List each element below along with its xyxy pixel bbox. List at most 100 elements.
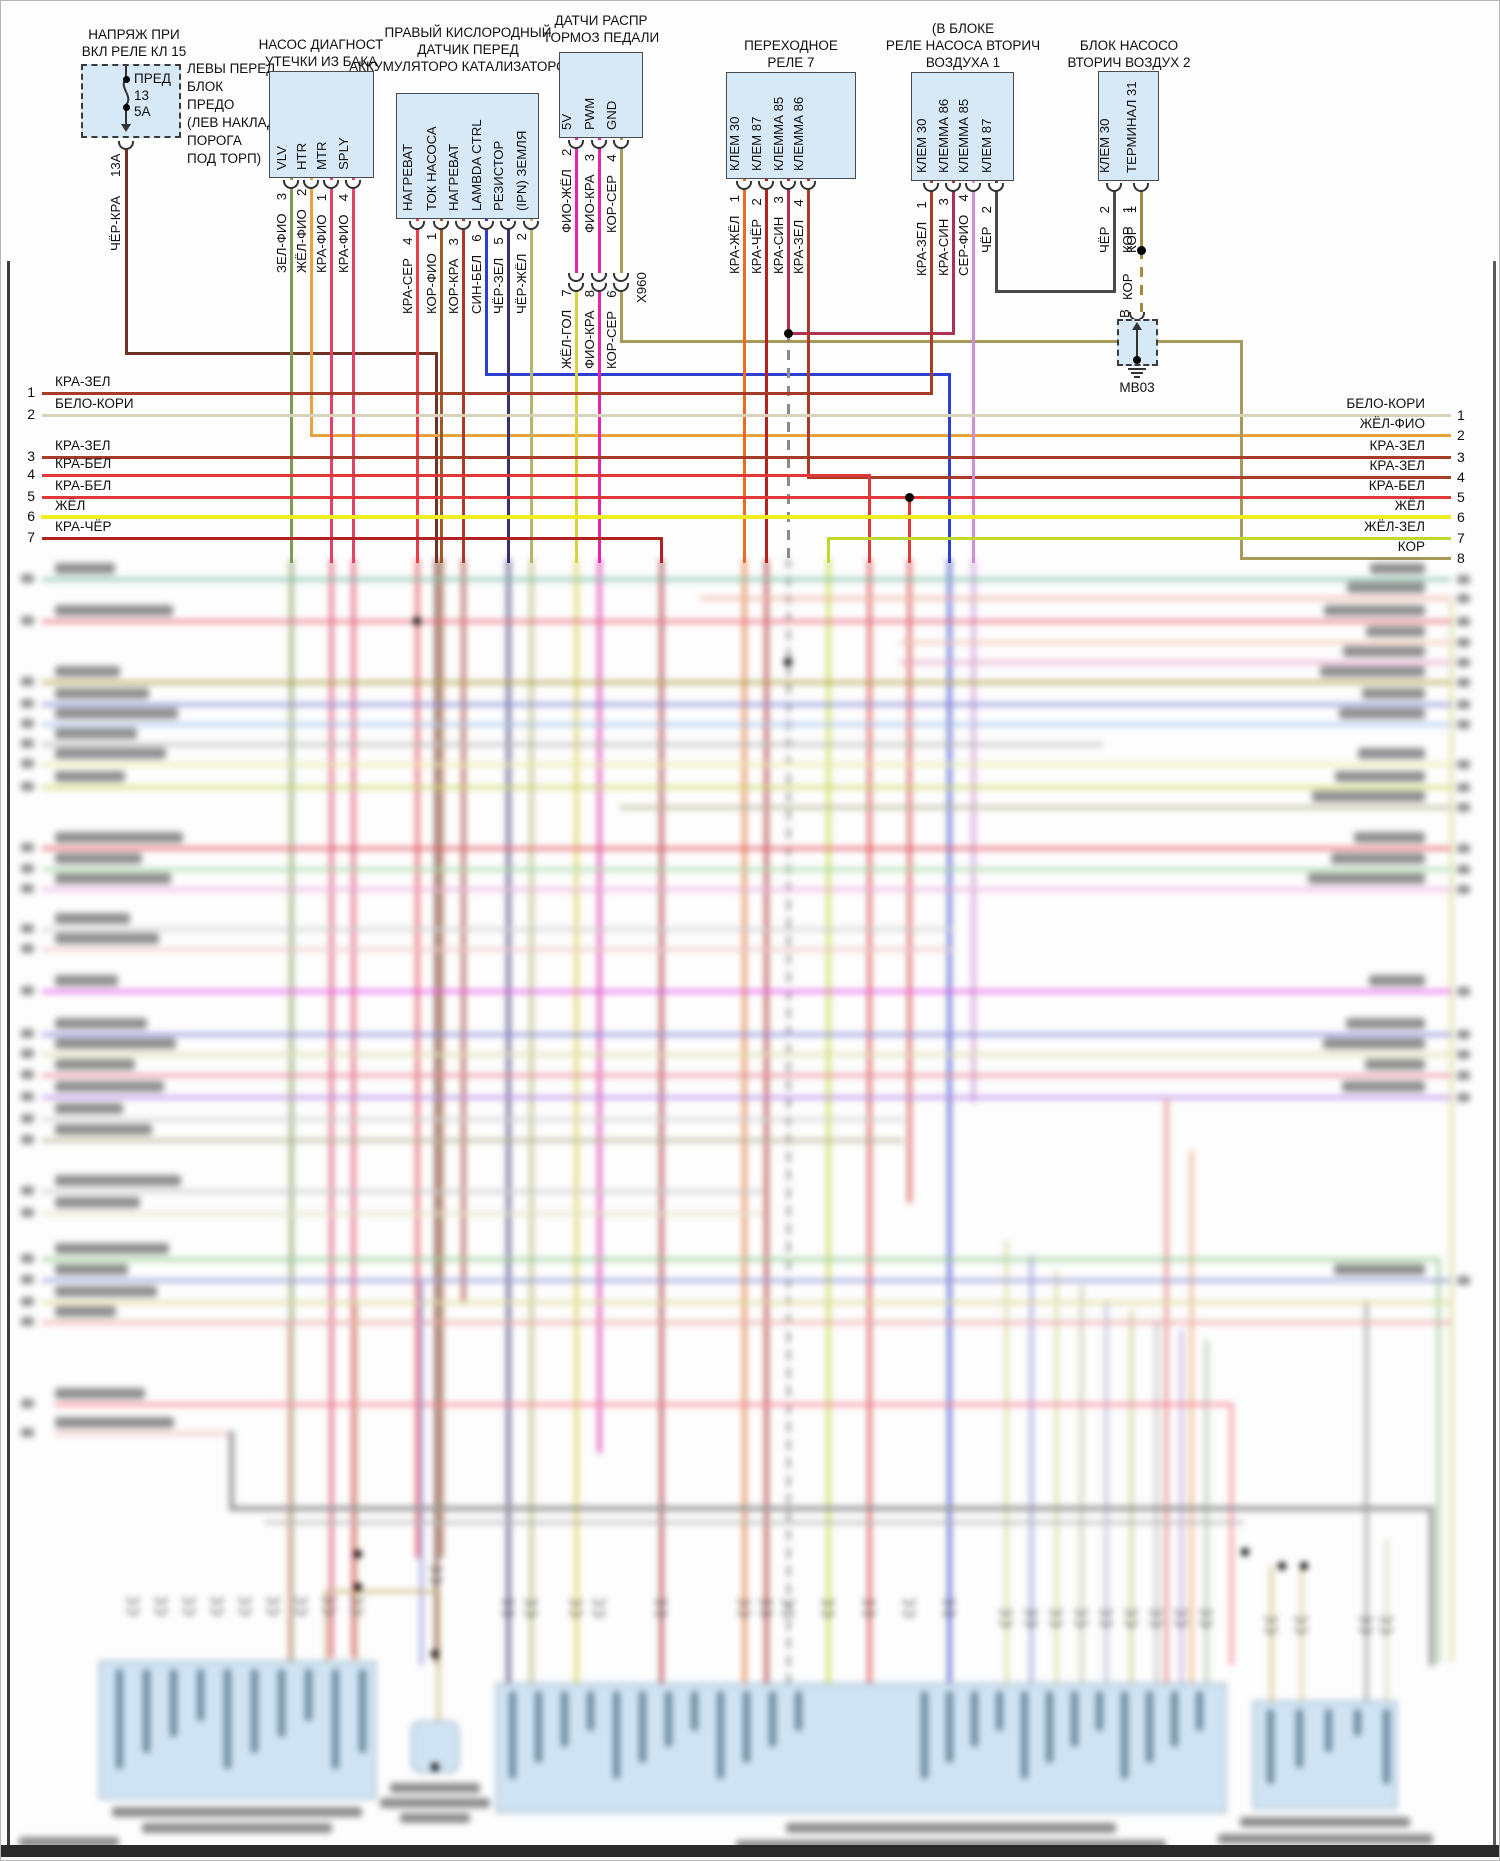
illegible-text-blob: [21, 782, 34, 791]
illegible-text-blob: [1366, 626, 1425, 637]
illegible-text-blob: [112, 1807, 362, 1817]
wire: [786, 331, 790, 563]
connector-pin-icon: [1106, 183, 1122, 192]
illegible-text-blob: [21, 699, 34, 708]
pin-label: НАГРЕВАТ: [400, 143, 415, 211]
wire: [41, 989, 1451, 993]
wire: [826, 559, 830, 1688]
row-label: КОР: [1397, 539, 1425, 554]
illegible-text-blob: [1457, 1030, 1470, 1039]
illegible-text-blob: [1457, 865, 1470, 874]
illegible-text-blob: [1457, 783, 1470, 792]
inline-connector-icon: [1265, 1616, 1277, 1623]
fuse-location-note: ПРЕДО: [187, 97, 235, 112]
inline-connector-icon: [1360, 1627, 1372, 1634]
connector-title: НАСОС ДИАГНОСТ: [258, 37, 384, 52]
row-number: 1: [27, 384, 35, 400]
illegible-text-blob: [1457, 760, 1470, 769]
wire: [41, 577, 1451, 581]
wire: [742, 177, 746, 563]
junction-dot: [1136, 245, 1146, 255]
wire: [289, 559, 293, 1663]
illegible-text-blob: [1347, 582, 1425, 593]
pin-text-blob: [197, 1669, 204, 1721]
wire: [41, 887, 1451, 891]
wire: [228, 1505, 1434, 1511]
illegible-text-blob: [1457, 987, 1470, 996]
pin-text-blob: [224, 1669, 231, 1769]
illegible-text-blob: [1343, 646, 1425, 657]
wire-color-label: ЧЁР 2: [979, 206, 994, 253]
connector-title: ДАТЧИ РАСПР: [554, 13, 648, 28]
junction-dot: [1278, 1562, 1286, 1570]
connector-pin-icon: [523, 221, 539, 230]
illegible-text-blob: [21, 759, 34, 768]
illegible-text-blob: [55, 605, 173, 616]
connector-pin-icon: [800, 181, 816, 190]
pin-label: LAMBDA CTRL: [469, 119, 484, 211]
inline-connector-icon: [323, 1608, 335, 1615]
pin-label: КЛЕМ 30: [914, 118, 929, 173]
illegible-text-blob: [1457, 885, 1470, 894]
wire: [619, 289, 623, 343]
inline-connector-icon: [267, 1597, 279, 1604]
wire-color-label: СЕР-ФИО 4: [956, 194, 971, 276]
fuse-location-note: БЛОК: [187, 79, 224, 94]
illegible-text-blob: [1457, 617, 1470, 626]
pin-text-blob: [996, 1691, 1003, 1731]
wire: [41, 1320, 1451, 1324]
illegible-text-blob: [21, 1297, 34, 1306]
wire: [1128, 368, 1146, 370]
wire-color-label: КОР: [1120, 273, 1135, 300]
inline-connector-icon: [863, 1610, 875, 1617]
wire: [764, 559, 768, 1688]
pin-text-blob: [639, 1691, 646, 1763]
wire: [41, 785, 1451, 789]
wire: [659, 559, 663, 1688]
wire: [41, 473, 871, 477]
inline-connector-icon: [183, 1597, 195, 1604]
wire: [228, 1430, 234, 1511]
junction-dot: [431, 1763, 439, 1771]
inline-connector-icon: [525, 1599, 537, 1606]
connector-box: [911, 72, 1014, 181]
illegible-text-blob: [1308, 873, 1425, 884]
pin-label: VLV: [274, 146, 289, 170]
illegible-text-blob: [55, 728, 137, 739]
wire: [41, 1052, 1451, 1056]
inline-connector-icon: [211, 1608, 223, 1615]
pin-text-blob: [587, 1691, 594, 1731]
illegible-text-blob: [21, 1029, 34, 1038]
wire: [597, 289, 601, 563]
illegible-text-blob: [1457, 844, 1470, 853]
connector-pin-icon: [736, 181, 752, 190]
wire: [1269, 1564, 1273, 1705]
wire: [994, 289, 1116, 293]
row-number: 8: [1457, 550, 1465, 566]
illegible-text-blob: [1457, 803, 1470, 812]
pin-text-blob: [971, 1691, 978, 1747]
pin-label: GND: [604, 100, 619, 130]
illegible-text-blob: [21, 986, 34, 995]
illegible-text-blob: [1457, 1276, 1470, 1285]
pin-text-blob: [1196, 1691, 1203, 1731]
row-number: 3: [1457, 449, 1465, 465]
wire: [419, 1278, 423, 1665]
inline-connector-icon: [1175, 1620, 1187, 1627]
inline-connector-icon: [738, 1599, 750, 1606]
illegible-text-blob: [21, 1399, 34, 1408]
inline-connector-icon: [1125, 1609, 1137, 1616]
inline-connector-icon: [351, 1597, 363, 1604]
illegible-text-blob: [1457, 638, 1470, 647]
inline-connector-icon: [525, 1610, 537, 1617]
wire: [1004, 1239, 1008, 1687]
pin-label: 5V: [559, 113, 574, 130]
wire-color-label: ЧЁР 2: [1097, 206, 1112, 253]
wire: [659, 536, 663, 563]
wire: [41, 947, 953, 951]
row-label: КРА-БЕЛ: [55, 456, 112, 471]
connector-pin-icon: [613, 273, 629, 282]
inline-connector-icon: [570, 1599, 582, 1606]
wire: [415, 217, 419, 563]
illegible-text-blob: [1320, 666, 1425, 677]
